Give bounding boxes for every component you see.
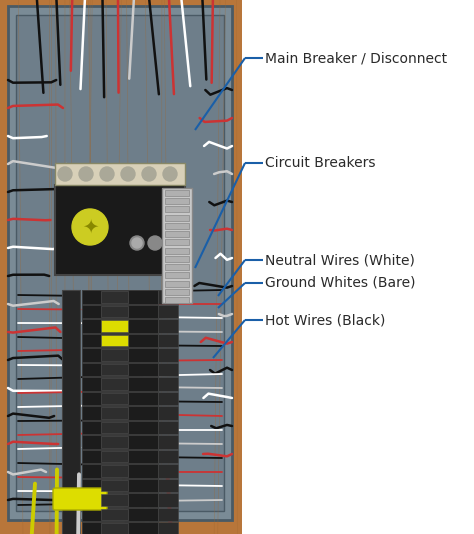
Bar [158,304,178,318]
Bar [55,185,185,275]
Bar [165,223,189,229]
Bar [82,493,158,507]
Bar [165,289,189,295]
Bar [165,198,189,204]
Circle shape [79,167,93,181]
Bar [165,190,189,196]
Bar [165,248,189,254]
Bar [82,391,158,405]
Text: Circuit Breakers: Circuit Breakers [265,156,375,170]
Bar [165,231,189,237]
Bar [101,334,128,346]
Bar [158,493,178,507]
Bar [0,0,242,534]
Bar [82,435,158,449]
Bar [165,215,189,221]
Bar [82,478,158,492]
Circle shape [58,167,72,181]
Bar [101,349,128,360]
Bar [162,188,192,303]
Bar [101,392,128,404]
Bar [165,264,189,270]
Circle shape [132,238,142,248]
Bar [158,348,178,362]
Bar [82,464,158,477]
Circle shape [142,167,156,181]
Bar [82,334,158,347]
Bar [158,290,178,303]
Bar [158,363,178,376]
Bar [82,522,158,534]
Circle shape [72,209,108,245]
FancyBboxPatch shape [53,488,107,510]
Bar [158,435,178,449]
Bar [158,450,178,463]
Text: ✦: ✦ [82,217,98,237]
Bar [82,406,158,420]
Circle shape [163,167,177,181]
Bar [101,508,128,520]
Bar [101,480,128,491]
Bar [158,334,178,347]
Text: Neutral Wires (White): Neutral Wires (White) [265,253,415,267]
Bar [158,406,178,420]
Bar [101,407,128,419]
Bar [101,305,128,317]
Bar [101,436,128,447]
Text: Ground Whites (Bare): Ground Whites (Bare) [265,276,416,290]
Bar [101,378,128,389]
Bar [101,291,128,302]
Bar [165,272,189,278]
Bar [62,290,80,534]
Bar [158,507,178,521]
Bar [8,6,232,520]
Bar [165,239,189,246]
Circle shape [148,236,162,250]
Circle shape [121,167,135,181]
Circle shape [130,236,144,250]
Bar [165,297,189,303]
Bar [165,280,189,287]
Bar [101,320,128,332]
Bar [82,319,158,333]
Bar [82,377,158,390]
Bar [101,465,128,476]
Bar [101,523,128,534]
Text: Main Breaker / Disconnect: Main Breaker / Disconnect [265,51,447,65]
Bar [165,256,189,262]
Bar [82,450,158,463]
Bar [82,507,158,521]
Bar [55,163,185,185]
Bar [158,464,178,477]
Bar [82,363,158,376]
Bar [101,451,128,462]
Bar [82,290,158,303]
Bar [165,207,189,213]
Bar [158,420,178,434]
Bar [82,420,158,434]
Bar [158,478,178,492]
Bar [82,304,158,318]
Bar [101,364,128,375]
Bar [82,348,158,362]
Bar [101,421,128,433]
Bar [158,522,178,534]
Bar [158,391,178,405]
Bar [158,377,178,390]
Bar [101,494,128,506]
Bar [16,15,224,511]
Circle shape [100,167,114,181]
Bar [158,319,178,333]
Text: Hot Wires (Black): Hot Wires (Black) [265,313,385,327]
